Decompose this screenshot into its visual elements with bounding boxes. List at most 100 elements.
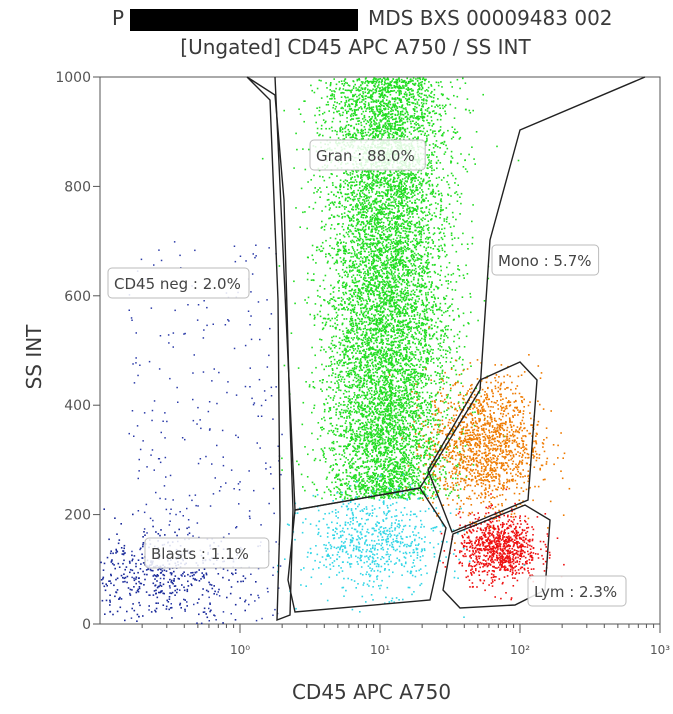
data-point <box>347 350 349 352</box>
data-point <box>378 342 381 344</box>
data-point <box>388 294 390 297</box>
data-point <box>416 128 418 131</box>
data-point <box>443 235 446 237</box>
data-point <box>418 226 421 229</box>
data-point <box>446 181 448 183</box>
data-point <box>333 204 335 206</box>
data-point <box>386 119 389 122</box>
data-point <box>381 217 383 220</box>
data-point <box>333 228 336 230</box>
data-point <box>371 108 373 110</box>
data-point <box>339 445 342 448</box>
data-point <box>396 354 398 357</box>
data-point <box>410 451 412 454</box>
data-point <box>423 269 425 271</box>
data-point <box>363 207 365 210</box>
data-point <box>400 477 403 480</box>
data-point <box>430 116 433 118</box>
data-point <box>371 348 373 350</box>
data-point <box>408 213 410 215</box>
data-point <box>419 265 421 267</box>
data-point <box>341 127 344 130</box>
chart-subtitle: [Ungated] CD45 APC A750 / SS INT <box>180 35 531 59</box>
data-point <box>377 419 379 421</box>
data-point <box>312 386 315 388</box>
data-point <box>353 266 355 269</box>
data-point <box>357 485 359 488</box>
data-point <box>357 120 359 122</box>
data-point <box>389 212 391 215</box>
data-point <box>408 91 411 94</box>
data-point <box>388 226 391 229</box>
data-point <box>349 488 352 491</box>
data-point <box>347 370 350 373</box>
data-point <box>314 187 316 189</box>
data-point <box>383 233 386 236</box>
data-point <box>348 486 351 489</box>
data-point <box>432 130 434 132</box>
data-point <box>379 320 382 323</box>
data-point <box>394 395 397 397</box>
data-point <box>368 291 370 293</box>
data-point <box>354 448 357 450</box>
data-point <box>441 94 444 97</box>
data-point <box>353 217 355 219</box>
data-point <box>362 391 364 394</box>
data-point <box>339 375 342 378</box>
data-point <box>391 480 394 482</box>
data-point <box>361 356 364 358</box>
data-point <box>371 276 373 278</box>
data-point <box>368 318 371 321</box>
data-point <box>383 377 385 379</box>
data-point <box>350 217 353 220</box>
data-point <box>409 406 412 408</box>
data-point <box>402 118 405 120</box>
data-point <box>365 444 367 447</box>
data-point <box>443 105 446 108</box>
data-point <box>395 431 398 433</box>
data-point <box>353 127 355 130</box>
data-point <box>347 110 350 113</box>
data-point <box>394 268 397 271</box>
title-prefix: P <box>112 6 125 30</box>
data-point <box>420 102 423 104</box>
data-point <box>365 266 368 268</box>
data-point <box>329 417 331 420</box>
data-point <box>371 128 374 130</box>
data-point <box>377 429 380 431</box>
data-point <box>377 200 379 203</box>
data-point <box>375 130 378 133</box>
data-point <box>410 271 413 274</box>
data-point <box>363 106 366 109</box>
data-point <box>396 371 399 373</box>
data-point <box>353 368 356 370</box>
data-point <box>428 409 431 411</box>
data-point <box>376 276 379 278</box>
data-point <box>382 95 385 97</box>
data-point <box>344 208 346 210</box>
data-point <box>439 107 441 109</box>
data-point <box>409 318 411 320</box>
data-point <box>413 396 415 398</box>
data-point <box>395 229 398 231</box>
data-point <box>447 183 450 186</box>
data-point <box>431 214 433 217</box>
data-point <box>379 112 381 115</box>
data-point <box>335 83 338 86</box>
data-point <box>410 315 413 317</box>
data-point <box>308 384 311 386</box>
data-point <box>367 489 370 491</box>
data-point <box>350 310 353 312</box>
data-point <box>336 486 339 489</box>
data-point <box>375 472 377 475</box>
data-point <box>386 295 388 298</box>
data-point <box>459 87 461 90</box>
data-point <box>365 416 368 419</box>
data-point <box>342 478 344 481</box>
data-point <box>410 376 413 378</box>
data-point <box>390 435 393 437</box>
data-point <box>378 122 380 124</box>
data-point <box>371 347 373 349</box>
data-point <box>364 128 366 131</box>
data-point <box>418 405 421 407</box>
